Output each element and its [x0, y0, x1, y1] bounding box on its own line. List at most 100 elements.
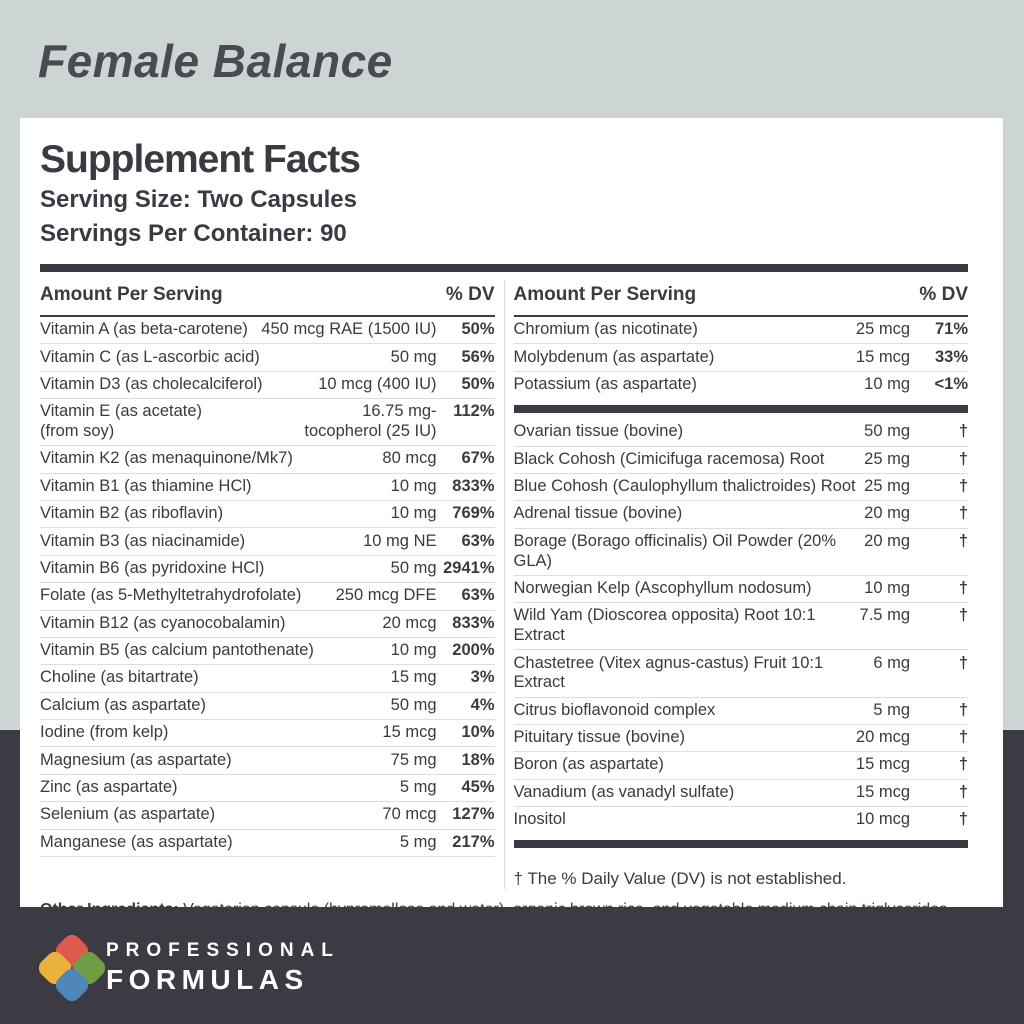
table-row: Vitamin B2 (as riboflavin) 10 mg 769%: [40, 501, 495, 529]
row-dv: 33%: [934, 347, 968, 366]
row-name: Potassium (as aspartate): [513, 374, 697, 393]
percent-dv-label: % DV: [919, 284, 968, 305]
row-amt: 15 mcg: [855, 755, 910, 774]
table-row: Potassium (as aspartate) 10 mg <1%: [514, 372, 969, 398]
table-row: Chromium (as nicotinate) 25 mcg 71%: [513, 317, 968, 345]
table-row: Zinc (as aspartate) 5 mg 45%: [40, 775, 495, 803]
brand-logo-icon: [35, 931, 109, 1005]
table-row: Vitamin B12 (as cyanocobalamin) 20 mcg 833…: [40, 611, 495, 638]
table-row: Molybdenum (as aspartate) 15 mcg 33%: [513, 344, 968, 372]
row-amt: 20 mcg: [855, 728, 910, 747]
table-row: Vitamin E (as acetate) (from soy) 16.75 m…: [40, 399, 495, 447]
row-name: Vitamin B1 (as thiamine HCl): [40, 476, 252, 495]
row-dv: †: [958, 422, 968, 441]
row-dv: †: [958, 531, 968, 550]
table-row: Borage (Borago officinalis) Oil Powder (…: [513, 529, 968, 576]
table-row: Selenium (as aspartate) 70 mcg 127%: [40, 802, 495, 830]
left-rows: Vitamin A (as beta-carotene) 450 mcg RAE …: [40, 317, 495, 857]
row-name: Choline (as bitartrate): [40, 668, 199, 687]
row-dv: †: [958, 755, 968, 774]
row-dv: 2941%: [443, 558, 495, 577]
facts-column-left: Amount Per Serving % DV Vitamin A (as be…: [40, 272, 495, 889]
table-row: Vitamin A (as beta-carotene) 450 mcg RAE …: [40, 317, 495, 345]
table-row: Black Cohosh (Cimicifuga racemosa) Root 2…: [513, 447, 968, 474]
row-amt: 50 mg: [864, 422, 910, 441]
column-header-left: Amount Per Serving % DV: [40, 272, 495, 317]
table-row: Ovarian tissue (bovine) 50 mg †: [513, 419, 968, 447]
table-row: Magnesium (as aspartate) 75 mg 18%: [40, 747, 495, 775]
row-dv: 3%: [470, 668, 495, 687]
table-row: Choline (as bitartrate) 15 mg 3%: [40, 665, 495, 693]
row-amt: 10 mg: [390, 504, 437, 523]
table-row: Vanadium (as vanadyl sulfate) 15 mcg †: [513, 780, 968, 808]
row-amt: 15 mcg: [855, 782, 910, 801]
row-amt: 7.5 mg: [859, 606, 910, 625]
row-dv: 10%: [461, 723, 495, 742]
row-name: Boron (as aspartate): [513, 755, 664, 774]
row-dv: †: [958, 810, 968, 829]
row-amt: 10 mg: [390, 476, 437, 495]
row-amt: 25 mg: [864, 449, 910, 468]
row-name: Vitamin D3 (as cholecalciferol): [40, 374, 263, 393]
row-name: Wild Yam (Dioscorea opposita) Root 10:1 …: [513, 606, 816, 645]
row-name: Ovarian tissue (bovine): [513, 422, 684, 441]
other-ingredients-text: Vegetarian capsule (hypromellose and wat…: [178, 901, 952, 919]
row-amt: 15 mcg: [855, 347, 910, 366]
dv-footnote: † The % Daily Value (DV) is not establis…: [513, 869, 847, 889]
row-dv: †: [958, 606, 968, 625]
table-row: Manganese (as aspartate) 5 mg 217%: [40, 830, 495, 857]
row-dv: †: [958, 653, 968, 672]
row-amt: 5 mg: [399, 832, 437, 851]
row-dv: †: [958, 477, 968, 496]
table-row: Vitamin B5 (as calcium pantothenate) 10 m…: [40, 638, 495, 666]
row-name: Vitamin E (as acetate) (from soy): [40, 402, 203, 441]
brand-name-line1: PROFESSIONAL: [106, 940, 340, 961]
row-dv: 769%: [452, 504, 495, 523]
row-name: Norwegian Kelp (Ascophyllum nodosum): [513, 578, 812, 597]
percent-dv-label: % DV: [445, 284, 495, 305]
bottom-bar: [513, 840, 968, 849]
row-name: Manganese (as aspartate): [40, 832, 233, 851]
amount-per-serving-label: Amount Per Serving: [513, 284, 697, 305]
row-dv: 127%: [452, 805, 495, 824]
row-dv: 4%: [470, 695, 495, 714]
table-row: Vitamin B1 (as thiamine HCl) 10 mg 833%: [40, 474, 495, 502]
row-amt: 50 mg: [390, 558, 437, 577]
row-amt: 10 mcg: [855, 810, 910, 829]
product-title: Female Balance: [38, 35, 393, 87]
row-amt: 15 mcg: [382, 723, 437, 742]
row-name: Folate (as 5-Methyltetrahydrofolate): [40, 586, 302, 605]
row-name: Inositol: [513, 810, 566, 829]
row-amt: 15 mg: [390, 668, 437, 687]
table-row: Vitamin B6 (as pyridoxine HCl) 50 mg 2941%: [40, 556, 495, 584]
row-dv: †: [958, 700, 968, 719]
table-row: Vitamin C (as L-ascorbic acid) 50 mg 56%: [40, 344, 495, 372]
row-name: Chromium (as nicotinate): [513, 320, 698, 339]
table-row: Folate (as 5-Methyltetrahydrofolate) 250 …: [40, 583, 495, 611]
table-top-bar: [40, 264, 968, 272]
table-row: Blue Cohosh (Caulophyllum thalictroides)…: [513, 474, 968, 502]
table-row: Vitamin K2 (as menaquinone/Mk7) 80 mcg 67%: [40, 446, 495, 474]
row-dv: 63%: [461, 586, 495, 605]
row-amt: 70 mcg: [382, 805, 437, 824]
row-name: Iodine (from kelp): [40, 723, 169, 742]
row-dv: 56%: [461, 347, 495, 366]
group-divider-bar: [513, 405, 968, 414]
amount-per-serving-label: Amount Per Serving: [40, 284, 223, 305]
row-name: Vitamin B6 (as pyridoxine HCl): [40, 558, 265, 577]
row-amt: 10 mg: [390, 641, 437, 660]
table-row: Norwegian Kelp (Ascophyllum nodosum) 10 m…: [513, 576, 968, 604]
row-name: Pituitary tissue (bovine): [513, 728, 686, 747]
row-dv: †: [958, 578, 968, 597]
row-amt: 10 mg: [864, 578, 910, 597]
table-row: Inositol 10 mcg †: [514, 807, 969, 833]
servings-per-container: Servings Per Container: 90: [40, 219, 347, 247]
serving-size: Serving Size: Two Capsules: [40, 185, 357, 213]
row-dv: †: [958, 504, 968, 523]
row-dv: 50%: [461, 320, 495, 339]
row-amt: 20 mg: [864, 504, 910, 523]
other-ingredients: Other Ingredients: Vegetarian capsule (h…: [40, 900, 968, 921]
row-amt: 50 mg: [390, 695, 437, 714]
brand-name-line2: FORMULAS: [106, 963, 309, 995]
row-dv: 217%: [452, 832, 495, 851]
